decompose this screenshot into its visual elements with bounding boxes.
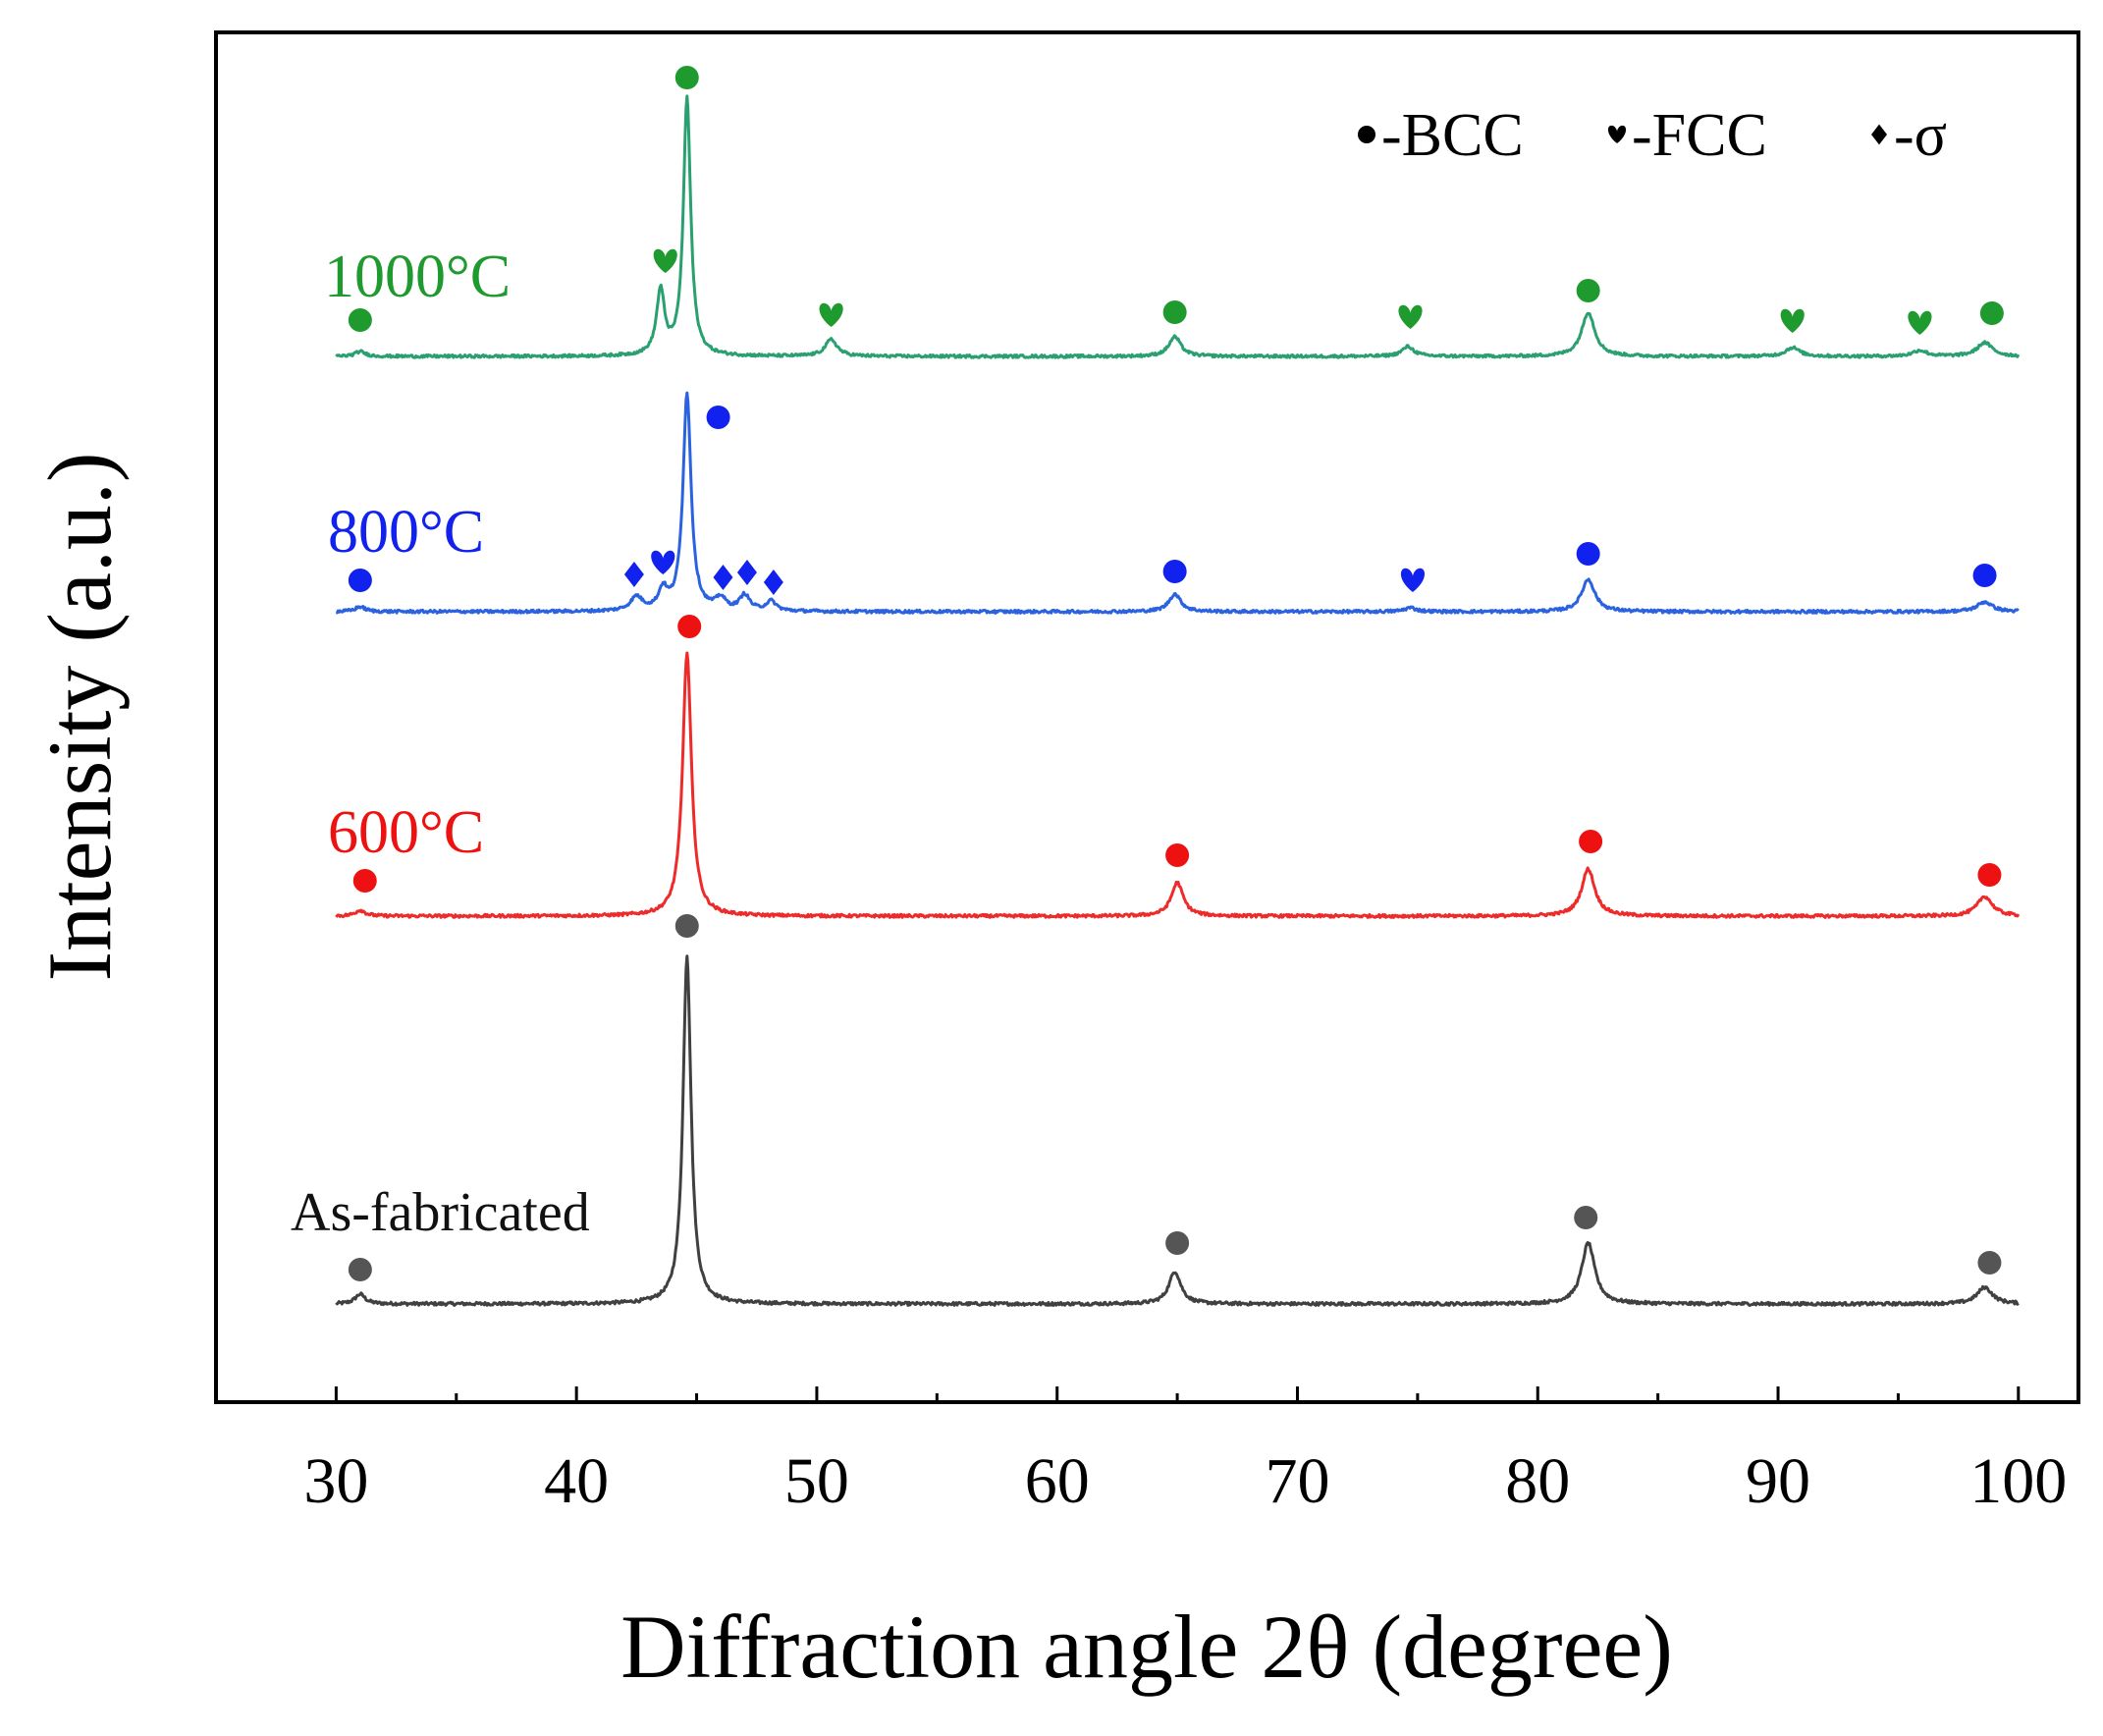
x-tick-label-30: 30 (303, 1445, 368, 1517)
series-label-600-c: 600°C (328, 799, 484, 866)
x-tick-label-100: 100 (1969, 1445, 2067, 1517)
marker-1000-c-fcc-1 (653, 248, 677, 273)
marker-800-c-sigma-4 (713, 565, 733, 590)
series-line-600-c (335, 651, 2021, 919)
marker-as-fabricated-bcc-4 (1977, 1251, 2002, 1275)
legend-heart-icon (1607, 125, 1627, 143)
x-tick-label-40: 40 (544, 1445, 609, 1517)
marker-1000-c-bcc-0 (348, 308, 372, 332)
x-tick-label-60: 60 (1025, 1445, 1090, 1517)
marker-600-c-bcc-3 (1579, 830, 1603, 853)
marker-800-c-bcc-3 (706, 406, 730, 429)
marker-1000-c-fcc-3 (819, 302, 843, 327)
x-axis-label: Diffraction angle 2θ (degree) (620, 1597, 1673, 1697)
marker-600-c-bcc-0 (352, 869, 377, 893)
legend-label-circle: -BCC (1381, 102, 1524, 169)
series-label-800-c: 800°C (328, 499, 484, 566)
marker-1000-c-bcc-9 (1979, 301, 2004, 325)
marker-600-c-bcc-2 (1165, 843, 1190, 867)
marker-600-c-bcc-1 (677, 615, 702, 638)
marker-1000-c-bcc-4 (1162, 300, 1187, 324)
x-tick-label-70: 70 (1265, 1445, 1329, 1517)
marker-as-fabricated-bcc-0 (348, 1258, 372, 1281)
x-tick-label-90: 90 (1746, 1445, 1810, 1517)
legend-entry-circle: -BCC (1358, 102, 1524, 169)
legend-label-diamond: -σ (1894, 102, 1947, 169)
marker-800-c-sigma-6 (763, 570, 783, 595)
legend-circle-icon (1358, 126, 1375, 143)
marker-as-fabricated-bcc-2 (1165, 1231, 1190, 1255)
marker-800-c-fcc-2 (651, 550, 675, 574)
series-label-as-fabricated: As-fabricated (291, 1182, 590, 1243)
marker-as-fabricated-bcc-3 (1574, 1206, 1598, 1229)
series-labels: As-fabricated 600°C 800°C 1000°C (291, 244, 590, 1243)
marker-as-fabricated-bcc-1 (674, 914, 699, 938)
marker-800-c-fcc-8 (1400, 568, 1426, 592)
marker-800-c-sigma-1 (623, 562, 644, 587)
legend: -BCC -FCC -σ (1358, 102, 1947, 169)
phase-markers (348, 66, 2004, 1281)
marker-800-c-bcc-10 (1972, 564, 1997, 587)
plot-frame (214, 30, 2080, 1404)
marker-800-c-bcc-9 (1576, 542, 1600, 566)
x-tick-label-50: 50 (784, 1445, 849, 1517)
marker-1000-c-fcc-7 (1780, 308, 1805, 333)
marker-1000-c-fcc-8 (1908, 310, 1932, 335)
series-line-as-fabricated (335, 954, 2020, 1307)
x-tick-label-80: 80 (1505, 1445, 1570, 1517)
marker-1000-c-fcc-5 (1398, 304, 1423, 329)
marker-1000-c-bcc-6 (1576, 279, 1600, 302)
marker-1000-c-bcc-2 (674, 66, 699, 89)
series-line-800-c (335, 391, 2020, 615)
series-label-1000-c: 1000°C (324, 244, 511, 310)
marker-800-c-bcc-7 (1162, 560, 1187, 583)
legend-label-heart: -FCC (1632, 102, 1767, 169)
legend-entry-heart: -FCC (1607, 102, 1767, 169)
x-axis: 30 40 50 60 70 80 90 100 (303, 1386, 2067, 1517)
marker-600-c-bcc-4 (1977, 863, 2002, 887)
legend-diamond-icon (1871, 124, 1887, 145)
series-line-1000-c (335, 94, 2021, 359)
marker-800-c-bcc-0 (348, 569, 372, 592)
legend-entry-diamond: -σ (1871, 102, 1947, 169)
series-curves (335, 94, 2021, 1307)
y-axis-label: Intensity (a.u.) (29, 452, 130, 981)
marker-800-c-sigma-5 (736, 560, 757, 585)
